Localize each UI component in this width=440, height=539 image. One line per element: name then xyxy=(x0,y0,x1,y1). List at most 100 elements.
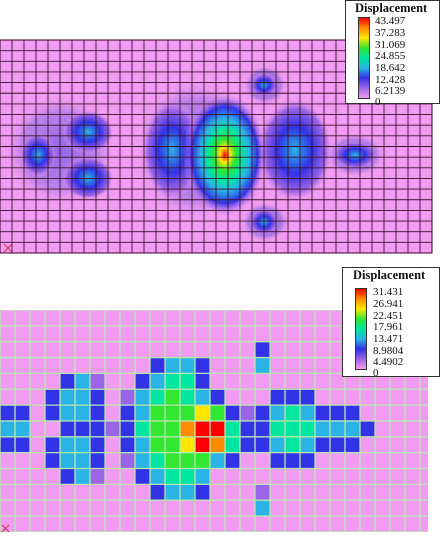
element-cell xyxy=(45,436,60,453)
element-cell xyxy=(135,468,150,485)
element-cell xyxy=(60,420,75,437)
element-cell xyxy=(195,468,210,485)
element-cell xyxy=(270,436,285,453)
bottom-legend: Displacement 31.431 26.941 22.451 17.961… xyxy=(342,267,440,379)
element-cell xyxy=(285,405,300,421)
element-cell xyxy=(270,420,285,437)
element-cell xyxy=(120,452,135,469)
element-cell xyxy=(210,452,225,469)
element-cell xyxy=(165,373,180,390)
element-cell xyxy=(165,452,180,469)
element-cell xyxy=(240,405,255,421)
element-cell xyxy=(75,468,90,485)
element-cell xyxy=(150,468,165,485)
element-cell xyxy=(225,452,240,469)
element-cell xyxy=(195,373,210,390)
element-cell xyxy=(300,405,315,421)
element-cell xyxy=(225,405,240,421)
element-cell xyxy=(180,420,195,437)
element-cell xyxy=(180,468,195,485)
element-cell xyxy=(90,389,105,406)
element-cell xyxy=(60,405,75,421)
element-cell xyxy=(180,389,195,406)
element-cell xyxy=(45,452,60,469)
element-cell xyxy=(270,389,285,406)
element-cell xyxy=(60,373,75,390)
element-cell xyxy=(135,436,150,453)
element-cell xyxy=(300,436,315,453)
element-cell xyxy=(90,436,105,453)
top-axis-triad-icon xyxy=(3,243,13,253)
top-legend: Displacement 43.497 37.283 31.069 24.855… xyxy=(345,0,440,108)
top-mesh-border xyxy=(0,39,433,254)
element-cell xyxy=(90,373,105,390)
element-cell xyxy=(225,436,240,453)
element-cell xyxy=(210,436,225,453)
top-legend-colorbar xyxy=(358,17,370,99)
element-cell xyxy=(195,484,210,501)
element-cell xyxy=(285,436,300,453)
element-cell xyxy=(165,468,180,485)
element-cell xyxy=(195,420,210,437)
element-cell xyxy=(315,420,330,437)
element-cell xyxy=(90,420,105,437)
top-legend-label: 12.428 xyxy=(375,74,406,86)
element-cell xyxy=(120,389,135,406)
element-cell xyxy=(300,389,315,406)
bottom-legend-title: Displacement xyxy=(353,268,426,282)
element-cell xyxy=(60,389,75,406)
element-cell xyxy=(90,468,105,485)
top-legend-label: 6.2139 xyxy=(375,85,406,97)
element-cell xyxy=(285,420,300,437)
element-cell xyxy=(315,405,330,421)
element-cell xyxy=(60,468,75,485)
bottom-contour-plot: Displacement 31.431 26.941 22.451 17.961… xyxy=(0,262,440,539)
element-cell xyxy=(0,405,15,421)
element-cell xyxy=(180,436,195,453)
bottom-legend-label: 31.431 xyxy=(373,286,404,298)
top-legend-label: 43.497 xyxy=(375,15,406,27)
element-cell xyxy=(165,420,180,437)
element-cell xyxy=(60,436,75,453)
element-cell xyxy=(150,436,165,453)
element-cell xyxy=(150,389,165,406)
element-cell xyxy=(360,420,375,437)
bottom-axis-triad-icon xyxy=(1,524,10,533)
element-cell xyxy=(0,420,15,437)
element-cell xyxy=(180,357,195,374)
element-cell xyxy=(300,452,315,469)
element-cell xyxy=(135,452,150,469)
bottom-legend-colorbar xyxy=(355,288,367,370)
element-cell xyxy=(285,452,300,469)
element-cell xyxy=(255,357,270,374)
element-cell xyxy=(270,405,285,421)
element-cell xyxy=(210,420,225,437)
element-cell xyxy=(225,420,240,437)
element-cell xyxy=(75,420,90,437)
element-cell xyxy=(270,452,285,469)
element-cell xyxy=(165,484,180,501)
element-cell xyxy=(255,500,270,517)
element-cell xyxy=(240,420,255,437)
element-cell xyxy=(150,373,165,390)
element-cell xyxy=(180,484,195,501)
element-cell xyxy=(150,405,165,421)
element-cell xyxy=(0,436,15,453)
element-cell xyxy=(150,452,165,469)
element-cell xyxy=(150,484,165,501)
top-contour-plot: Displacement 43.497 37.283 31.069 24.855… xyxy=(0,0,440,262)
element-cell xyxy=(345,405,360,421)
bottom-legend-label: 13.471 xyxy=(373,333,404,345)
element-cell xyxy=(90,405,105,421)
element-cell xyxy=(210,405,225,421)
element-cell xyxy=(120,436,135,453)
element-cell xyxy=(195,389,210,406)
element-cell xyxy=(165,436,180,453)
element-cell xyxy=(255,405,270,421)
element-cell xyxy=(60,452,75,469)
element-cell xyxy=(75,436,90,453)
element-cell xyxy=(285,389,300,406)
top-legend-label: 31.069 xyxy=(375,39,406,51)
element-cell xyxy=(15,420,30,437)
element-cell xyxy=(165,389,180,406)
